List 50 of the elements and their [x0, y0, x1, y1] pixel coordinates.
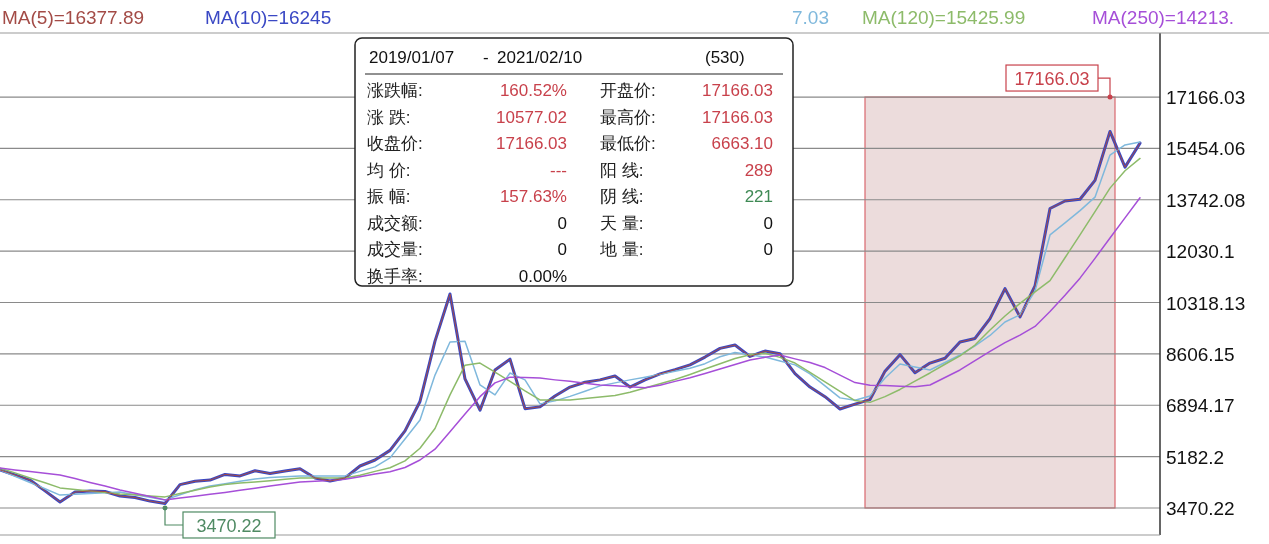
y-tick-label: 8606.15: [1166, 343, 1235, 365]
annotation: 0: [763, 240, 773, 259]
annotation: 阴 线:: [600, 187, 644, 206]
annotation: 10577.02: [496, 107, 567, 127]
annotation: 均 价:: [366, 160, 411, 180]
annotation: (530): [705, 48, 745, 67]
annotation: 160.52%: [499, 81, 567, 100]
text: MA(5)=16377.89: [2, 7, 145, 28]
y-tick-label: 17166.03: [1166, 87, 1246, 109]
annotation: 地 量:: [599, 240, 644, 259]
y-tick-label: 3470.22: [1166, 497, 1235, 519]
annotation: 17166.03: [702, 81, 773, 100]
y-tick-label: 6894.17: [1166, 395, 1235, 417]
annotation: 2019/01/07: [369, 48, 455, 67]
annotation: 涨跌幅:: [367, 81, 423, 100]
text: MA(250)=14213.: [1092, 7, 1235, 28]
annotation: 最低价:: [600, 134, 656, 153]
annotation: 阳 线:: [600, 160, 644, 180]
text: 7.03: [792, 7, 829, 28]
annotation: 6663.10: [711, 134, 773, 153]
annotation: 3470.22: [196, 515, 262, 536]
annotation: 0: [557, 240, 567, 259]
y-tick-label: 15454.06: [1166, 138, 1246, 160]
annotation: 2021/02/10: [497, 48, 583, 67]
y-tick-label: 10318.13: [1166, 292, 1246, 314]
annotation: 0: [763, 213, 773, 233]
annotation: 振 幅:: [367, 187, 411, 206]
y-tick-label: 5182.2: [1166, 446, 1225, 468]
annotation: 最高价:: [600, 107, 656, 127]
annotation: ---: [550, 160, 567, 180]
annotation: 0.00%: [518, 266, 567, 286]
text: MA(120)=15425.99: [862, 7, 1026, 28]
annotation: 157.63%: [499, 187, 567, 206]
annotation: 成交量:: [367, 240, 423, 259]
annotation: 涨 跌:: [367, 107, 411, 127]
annotation: 天 量:: [600, 213, 644, 233]
annotation: 开盘价:: [600, 81, 656, 100]
annotation: 17166.03: [702, 107, 773, 127]
annotation: 17166.03: [1014, 69, 1090, 90]
annotation: 成交额:: [367, 213, 423, 233]
annotation: 0: [557, 213, 567, 233]
annotation: -: [483, 48, 489, 67]
annotation: 221: [744, 187, 773, 206]
text: MA(10)=16245: [205, 7, 332, 28]
y-tick-label: 12030.1: [1166, 241, 1235, 263]
annotation: 收盘价:: [367, 134, 423, 153]
annotation: 换手率:: [367, 266, 423, 286]
annotation: 289: [744, 160, 773, 180]
annotation: 17166.03: [496, 134, 567, 153]
y-tick-label: 13742.08: [1166, 189, 1246, 211]
